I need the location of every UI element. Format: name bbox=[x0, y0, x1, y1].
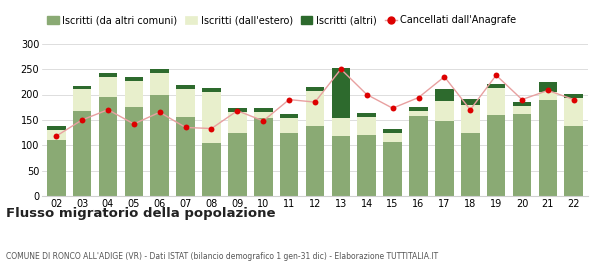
Bar bbox=[435, 121, 454, 196]
Bar bbox=[487, 115, 505, 196]
Bar bbox=[47, 140, 65, 196]
Point bbox=[440, 74, 449, 79]
Bar bbox=[176, 85, 195, 89]
Bar bbox=[565, 94, 583, 98]
Bar bbox=[280, 114, 298, 118]
Point bbox=[491, 73, 501, 78]
Bar bbox=[512, 106, 532, 114]
Bar bbox=[151, 73, 169, 95]
Point bbox=[181, 125, 190, 130]
Point bbox=[310, 100, 320, 104]
Bar bbox=[383, 142, 402, 196]
Bar bbox=[383, 129, 402, 133]
Bar bbox=[332, 67, 350, 118]
Point bbox=[259, 119, 268, 123]
Bar bbox=[461, 99, 479, 105]
Bar bbox=[47, 126, 65, 130]
Point bbox=[284, 97, 294, 102]
Point bbox=[336, 67, 346, 71]
Bar bbox=[280, 118, 298, 132]
Point bbox=[77, 118, 87, 122]
Point bbox=[543, 88, 553, 93]
Bar bbox=[98, 97, 118, 196]
Bar bbox=[487, 88, 505, 115]
Bar bbox=[409, 111, 428, 116]
Bar bbox=[332, 118, 350, 136]
Bar bbox=[228, 112, 247, 132]
Bar bbox=[280, 132, 298, 196]
Bar bbox=[98, 73, 118, 77]
Point bbox=[103, 108, 113, 112]
Bar bbox=[435, 89, 454, 101]
Bar bbox=[73, 89, 91, 111]
Bar bbox=[176, 89, 195, 117]
Point bbox=[155, 110, 164, 115]
Bar bbox=[383, 133, 402, 142]
Bar bbox=[228, 108, 247, 112]
Point bbox=[569, 97, 578, 102]
Point bbox=[517, 97, 527, 102]
Bar bbox=[512, 114, 532, 196]
Bar bbox=[487, 84, 505, 88]
Bar bbox=[461, 132, 479, 196]
Point bbox=[388, 106, 397, 110]
Bar bbox=[202, 143, 221, 196]
Bar bbox=[565, 126, 583, 196]
Point bbox=[52, 134, 61, 138]
Bar bbox=[332, 136, 350, 196]
Bar bbox=[125, 81, 143, 107]
Point bbox=[233, 109, 242, 113]
Point bbox=[362, 92, 371, 97]
Legend: Iscritti (da altri comuni), Iscritti (dall'estero), Iscritti (altri), Cancellati: Iscritti (da altri comuni), Iscritti (da… bbox=[47, 15, 517, 25]
Bar bbox=[151, 69, 169, 73]
Bar bbox=[539, 82, 557, 92]
Bar bbox=[539, 100, 557, 196]
Bar bbox=[358, 135, 376, 196]
Bar bbox=[435, 101, 454, 121]
Point bbox=[414, 95, 424, 100]
Bar bbox=[409, 107, 428, 111]
Bar bbox=[202, 92, 221, 143]
Bar bbox=[539, 92, 557, 100]
Point bbox=[206, 126, 216, 131]
Text: Flusso migratorio della popolazione: Flusso migratorio della popolazione bbox=[6, 207, 275, 220]
Bar bbox=[461, 105, 479, 132]
Point bbox=[466, 108, 475, 112]
Bar bbox=[358, 117, 376, 135]
Bar bbox=[565, 98, 583, 126]
Bar bbox=[176, 117, 195, 196]
Bar bbox=[98, 77, 118, 97]
Bar bbox=[125, 107, 143, 196]
Bar bbox=[254, 108, 272, 112]
Text: COMUNE DI RONCO ALL'ADIGE (VR) - Dati ISTAT (bilancio demografico 1 gen-31 dic) : COMUNE DI RONCO ALL'ADIGE (VR) - Dati IS… bbox=[6, 252, 438, 261]
Bar bbox=[305, 92, 325, 126]
Bar bbox=[254, 118, 272, 196]
Bar bbox=[358, 113, 376, 117]
Bar bbox=[73, 87, 91, 89]
Bar bbox=[73, 111, 91, 196]
Bar bbox=[228, 132, 247, 196]
Bar bbox=[512, 102, 532, 106]
Bar bbox=[202, 88, 221, 92]
Bar bbox=[125, 77, 143, 81]
Bar bbox=[254, 112, 272, 118]
Bar bbox=[47, 130, 65, 140]
Bar bbox=[409, 116, 428, 196]
Bar bbox=[151, 95, 169, 196]
Bar bbox=[305, 126, 325, 196]
Point bbox=[129, 122, 139, 126]
Bar bbox=[305, 87, 325, 92]
